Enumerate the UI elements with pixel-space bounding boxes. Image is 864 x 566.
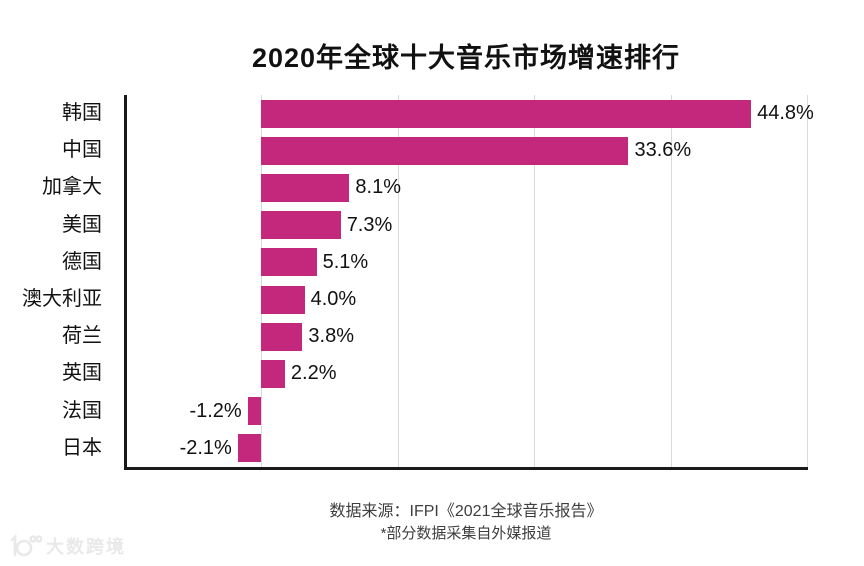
bar-value-label: 44.8% <box>757 102 814 124</box>
bar <box>260 248 317 277</box>
bar <box>260 322 303 351</box>
bar <box>260 285 305 314</box>
gridline <box>397 95 399 467</box>
bar <box>260 174 350 202</box>
bar <box>260 136 629 165</box>
category-label: 荷兰 <box>62 325 102 348</box>
category-label: 澳大利亚 <box>22 288 102 310</box>
bar-value-label: 2.2% <box>290 362 337 385</box>
bar-value-label: 4.0% <box>310 288 357 310</box>
bar-value-label: 5.1% <box>322 250 369 273</box>
bar-value-label: 33.6% <box>634 139 692 162</box>
category-axis-labels: 韩国中国加拿大美国德国澳大利亚荷兰英国法国日本 <box>0 95 102 467</box>
watermark: 大数跨境 <box>8 533 126 559</box>
gridline <box>260 95 262 467</box>
category-label: 加拿大 <box>42 176 102 199</box>
bar-chart-plot-area: 44.8% 33.6% 8.1% 7.3% 5.1% 4.0% 3.8% 2.2% -1.2% -… <box>124 95 814 470</box>
category-label: 美国 <box>62 213 102 236</box>
category-label: 中国 <box>62 139 102 162</box>
category-label: 德国 <box>62 250 102 273</box>
bar <box>260 99 752 128</box>
bar <box>260 211 341 240</box>
bar <box>237 434 261 463</box>
disclaimer-text: *部分数据采集自外媒报道 <box>380 525 552 542</box>
category-label: 日本 <box>62 436 102 459</box>
bar <box>247 397 261 426</box>
gridline <box>534 95 536 467</box>
bar-value-label: 3.8% <box>308 325 354 348</box>
bar-value-label: -2.1% <box>179 436 232 459</box>
gridline <box>807 95 808 467</box>
bar-value-label: 7.3% <box>346 213 393 236</box>
source-note: 数据来源：IFPI《2021全球音乐报告》 *部分数据采集自外媒报道 <box>124 501 808 544</box>
y-axis-line <box>124 95 127 470</box>
category-label: 法国 <box>62 399 102 422</box>
chart-title: 2020年全球十大音乐市场增速排行 <box>251 43 681 73</box>
data-source-text: 数据来源：IFPI《2021全球音乐报告》 <box>329 503 603 520</box>
watermark-logo-icon <box>10 534 42 557</box>
category-label: 英国 <box>62 362 102 385</box>
bar <box>260 360 285 388</box>
x-axis-line <box>124 467 808 470</box>
category-label: 韩国 <box>62 102 102 124</box>
gridline <box>671 95 673 467</box>
bar-value-label: -1.2% <box>189 399 242 422</box>
bar-value-label: 8.1% <box>355 176 401 199</box>
watermark-text: 大数跨境 <box>46 537 126 557</box>
